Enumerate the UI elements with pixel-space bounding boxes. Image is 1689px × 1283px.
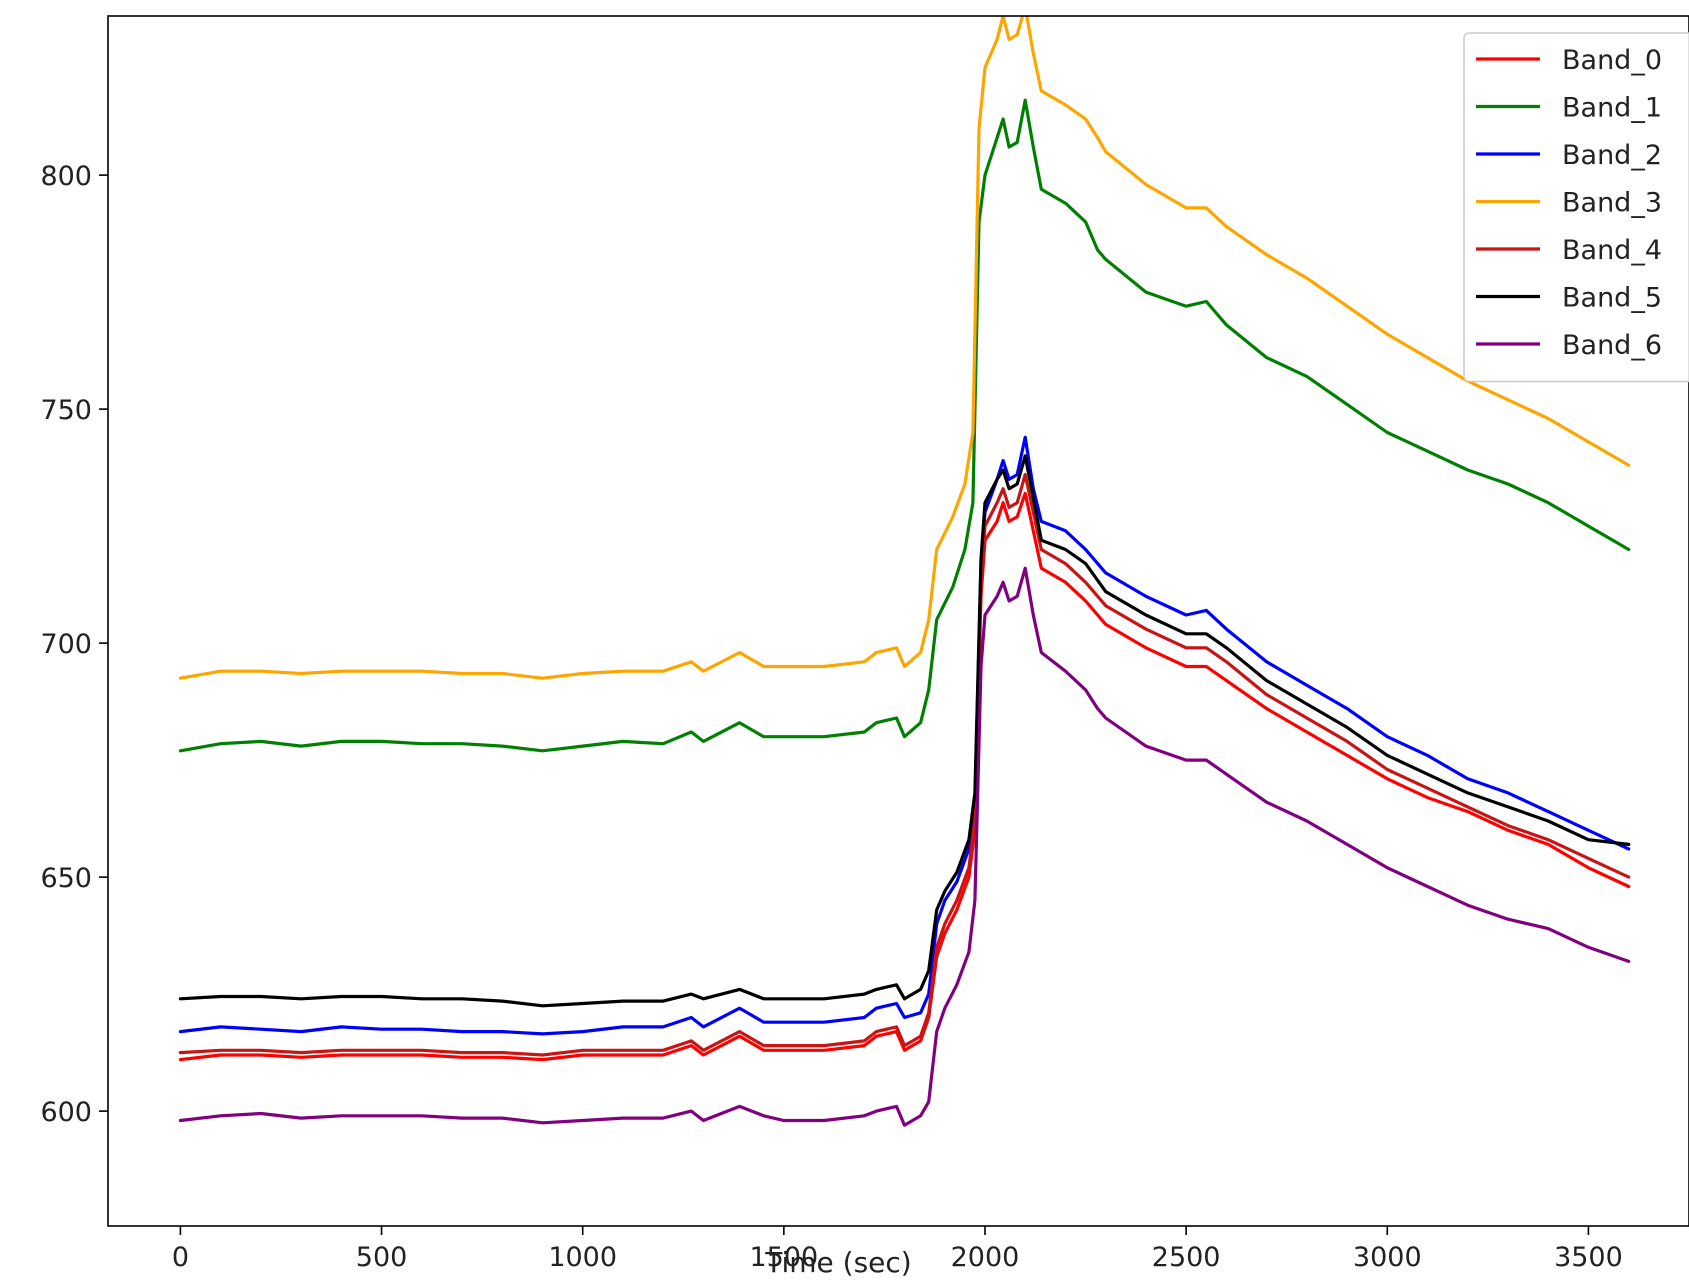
y-tick-label: 600 <box>40 1097 92 1128</box>
series-line-band-6 <box>178 566 1631 1127</box>
legend-label-band-3: Band_3 <box>1562 188 1662 219</box>
y-tick-label: 750 <box>40 395 92 426</box>
series-line-band-3 <box>178 16 1631 680</box>
x-tick-label: 2000 <box>951 1242 1020 1273</box>
legend-label-band-1: Band_1 <box>1562 93 1662 124</box>
series-line-band-0 <box>178 491 1631 1062</box>
y-tick-label: 650 <box>40 863 92 894</box>
x-tick-label: 3500 <box>1554 1242 1623 1273</box>
x-axis: 0 500 1000 1500 2000 2500 3000 3500 <box>172 1226 1623 1273</box>
y-tick-label: 800 <box>40 161 92 192</box>
legend-label-band-6: Band_6 <box>1562 330 1662 361</box>
x-tick-label: 2500 <box>1152 1242 1221 1273</box>
y-axis: 600 650 700 750 800 <box>40 161 108 1128</box>
series-line-band-4 <box>178 473 1631 1057</box>
x-tick-label: 500 <box>356 1242 408 1273</box>
y-tick-label: 700 <box>40 629 92 660</box>
x-tick-label: 1000 <box>548 1242 617 1273</box>
series-layer <box>178 16 1631 1127</box>
series-line-band-5 <box>178 454 1631 1008</box>
legend-box <box>1463 32 1689 383</box>
series-line-band-1 <box>178 98 1631 753</box>
legend-label-band-4: Band_4 <box>1562 235 1662 266</box>
series-line-band-2 <box>178 435 1631 1036</box>
legend-label-band-2: Band_2 <box>1562 140 1662 171</box>
x-tick-label: 3000 <box>1353 1242 1422 1273</box>
x-tick-label: 0 <box>172 1242 189 1273</box>
x-tick-label: 1500 <box>749 1242 818 1273</box>
legend: Band_0 Band_1 Band_2 Band_3 Band_4 Band_5 Band… <box>1463 32 1689 383</box>
legend-label-band-0: Band_0 <box>1562 45 1662 76</box>
x-axis-label: Time (sec) <box>764 1246 911 1279</box>
plot-frame <box>107 15 1689 1227</box>
legend-label-band-5: Band_5 <box>1562 283 1662 314</box>
